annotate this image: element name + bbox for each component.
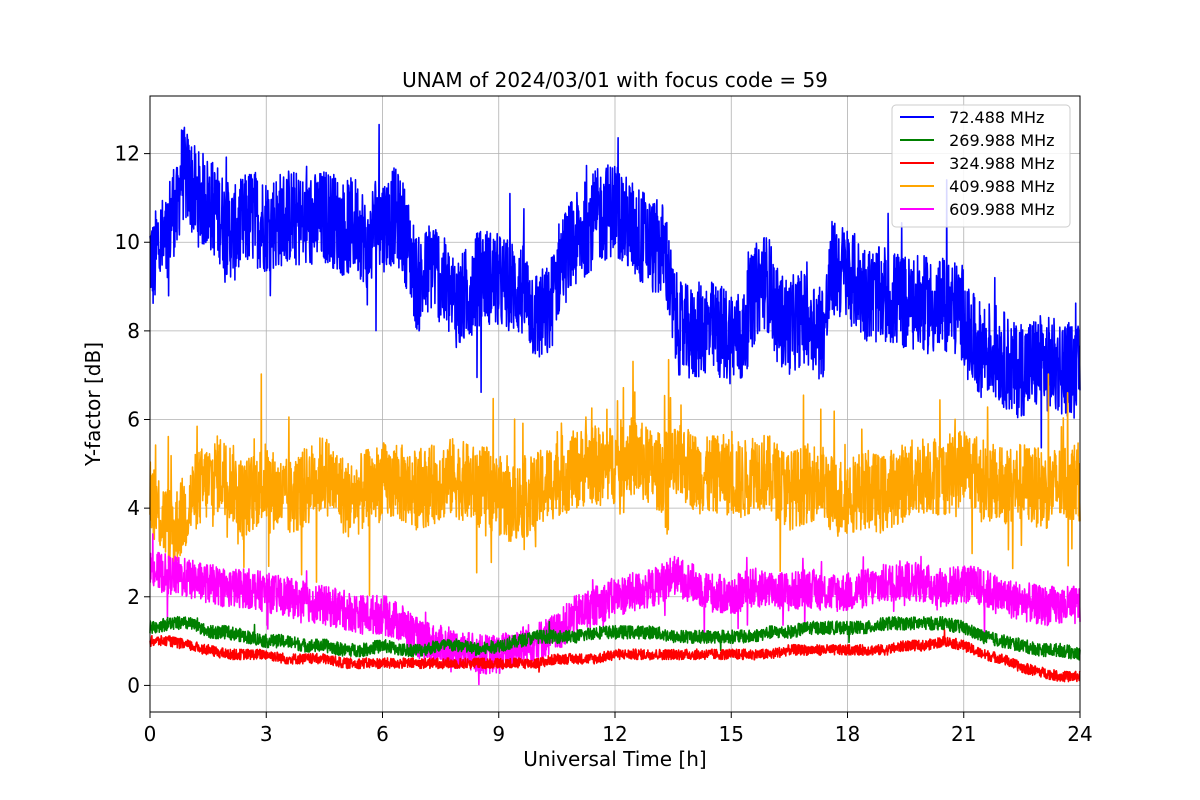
x-tick-label: 6 — [376, 722, 389, 746]
legend: 72.488 MHz 269.988 MHz 324.988 MHz 409.9… — [891, 104, 1071, 228]
legend-entry-label: 324.988 MHz — [944, 154, 1055, 173]
legend-entry-label: 269.988 MHz — [944, 131, 1055, 150]
y-tick-label: 12 — [115, 142, 140, 166]
y-tick-label: 10 — [115, 230, 140, 254]
x-tick-label: 0 — [144, 722, 157, 746]
x-tick-label: 9 — [492, 722, 505, 746]
series-group — [149, 123, 1081, 686]
y-tick-label: 0 — [127, 673, 140, 697]
x-tick-label: 24 — [1067, 722, 1092, 746]
legend-entry-label: 72.488 MHz — [944, 108, 1044, 127]
y-tick-label: 2 — [127, 585, 140, 609]
series-line-2 — [149, 629, 1081, 683]
series-line-3 — [149, 358, 1081, 597]
y-axis-label: Y-factor [dB] — [81, 342, 105, 467]
series-line-1 — [149, 615, 1081, 661]
x-tick-label: 12 — [602, 722, 627, 746]
series-line-4 — [149, 533, 1081, 686]
chart-title: UNAM of 2024/03/01 with focus code = 59 — [402, 68, 828, 92]
series-line-0 — [149, 123, 1081, 449]
x-axis-label: Universal Time [h] — [523, 747, 706, 771]
x-tick-label: 18 — [835, 722, 860, 746]
x-tick-label: 15 — [719, 722, 744, 746]
y-tick-label: 6 — [127, 408, 140, 432]
legend-entry-label: 409.988 MHz — [944, 177, 1055, 196]
y-tick-label: 8 — [127, 319, 140, 343]
x-tick-label: 21 — [951, 722, 976, 746]
legend-box — [891, 104, 1071, 228]
legend-entry-label: 609.988 MHz — [944, 200, 1055, 219]
x-tick-label: 3 — [260, 722, 273, 746]
y-tick-label: 4 — [127, 496, 140, 520]
